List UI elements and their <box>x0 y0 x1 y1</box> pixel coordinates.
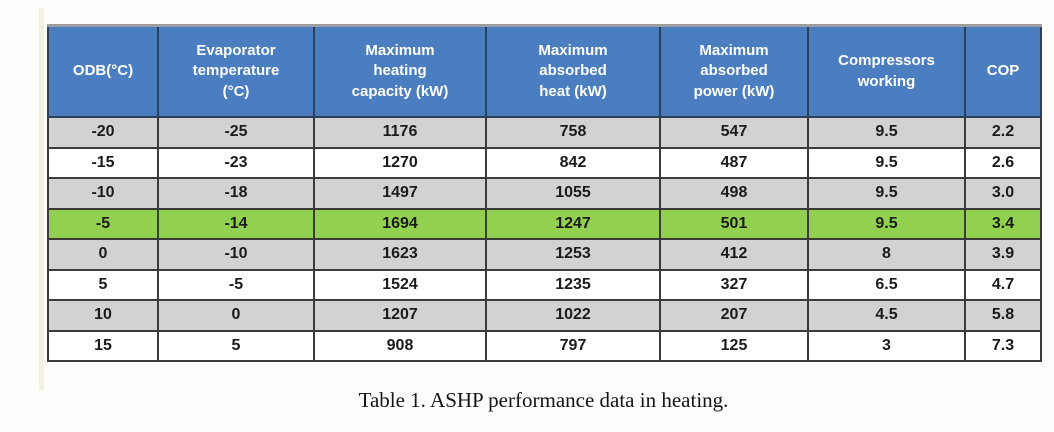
cell-compressors-working: 9.5 <box>807 116 966 149</box>
cell-odb: 15 <box>47 329 159 362</box>
cell-compressors-working: 4.5 <box>807 299 966 332</box>
cell-max-absorbed-heat: 1022 <box>485 299 661 332</box>
table-row: 10 0 1207 1022 207 4.5 5.8 <box>47 299 1042 332</box>
cell-max-absorbed-power: 501 <box>659 207 809 240</box>
cell-max-absorbed-heat: 1247 <box>485 207 661 240</box>
cell-max-heating-capacity: 1207 <box>313 299 487 332</box>
column-header-compressors-working: Compressors working <box>807 24 966 118</box>
column-header-max-heating-capacity: Maximum heating capacity (kW) <box>313 24 487 118</box>
cell-max-absorbed-power: 207 <box>659 299 809 332</box>
ashp-performance-table: ODB(°C) Evaporator temperature (°C) Maximu… <box>47 24 1042 362</box>
table-row-highlighted: -5 -14 1694 1247 501 9.5 3.4 <box>47 207 1042 240</box>
cell-max-heating-capacity: 1176 <box>313 116 487 149</box>
cell-max-absorbed-heat: 1253 <box>485 238 661 271</box>
table-header: ODB(°C) Evaporator temperature (°C) Maximu… <box>47 24 1042 118</box>
cell-cop: 3.4 <box>964 207 1042 240</box>
cell-odb: 0 <box>47 238 159 271</box>
cell-max-absorbed-power: 547 <box>659 116 809 149</box>
cell-evaporator-temperature: -23 <box>157 146 315 179</box>
table-row: 15 5 908 797 125 3 7.3 <box>47 329 1042 362</box>
cell-cop: 4.7 <box>964 268 1042 301</box>
cell-cop: 2.6 <box>964 146 1042 179</box>
cell-cop: 5.8 <box>964 299 1042 332</box>
cell-evaporator-temperature: -18 <box>157 177 315 210</box>
table-row: -10 -18 1497 1055 498 9.5 3.0 <box>47 177 1042 210</box>
table-row: -15 -23 1270 842 487 9.5 2.6 <box>47 146 1042 179</box>
cell-odb: -5 <box>47 207 159 240</box>
cell-odb: -20 <box>47 116 159 149</box>
cell-max-heating-capacity: 1623 <box>313 238 487 271</box>
cell-max-heating-capacity: 1524 <box>313 268 487 301</box>
cell-compressors-working: 9.5 <box>807 207 966 240</box>
cell-odb: -15 <box>47 146 159 179</box>
cell-odb: 10 <box>47 299 159 332</box>
cell-max-heating-capacity: 1270 <box>313 146 487 179</box>
table-caption: Table 1. ASHP performance data in heatin… <box>358 388 729 412</box>
column-header-max-absorbed-power: Maximum absorbed power (kW) <box>659 24 809 118</box>
cell-max-absorbed-heat: 797 <box>485 329 661 362</box>
cell-evaporator-temperature: 0 <box>157 299 315 332</box>
cell-compressors-working: 8 <box>807 238 966 271</box>
cell-evaporator-temperature: -5 <box>157 268 315 301</box>
cell-max-absorbed-power: 498 <box>659 177 809 210</box>
cell-max-absorbed-heat: 1235 <box>485 268 661 301</box>
cell-cop: 2.2 <box>964 116 1042 149</box>
cell-compressors-working: 9.5 <box>807 146 966 179</box>
cell-odb: -10 <box>47 177 159 210</box>
column-header-odb: ODB(°C) <box>47 24 159 118</box>
cell-max-absorbed-power: 125 <box>659 329 809 362</box>
column-header-max-absorbed-heat: Maximum absorbed heat (kW) <box>485 24 661 118</box>
cell-compressors-working: 9.5 <box>807 177 966 210</box>
header-row: ODB(°C) Evaporator temperature (°C) Maximu… <box>47 24 1042 118</box>
cell-max-absorbed-power: 487 <box>659 146 809 179</box>
cell-max-absorbed-heat: 1055 <box>485 177 661 210</box>
page-edge-artifact <box>39 8 44 390</box>
table-row: 5 -5 1524 1235 327 6.5 4.7 <box>47 268 1042 301</box>
cell-max-heating-capacity: 1497 <box>313 177 487 210</box>
cell-max-absorbed-heat: 758 <box>485 116 661 149</box>
cell-max-heating-capacity: 908 <box>313 329 487 362</box>
table-row: -20 -25 1176 758 547 9.5 2.2 <box>47 116 1042 149</box>
column-header-evaporator-temperature: Evaporator temperature (°C) <box>157 24 315 118</box>
column-header-cop: COP <box>964 24 1042 118</box>
cell-max-absorbed-power: 412 <box>659 238 809 271</box>
table-row: 0 -10 1623 1253 412 8 3.9 <box>47 238 1042 271</box>
cell-cop: 3.0 <box>964 177 1042 210</box>
cell-odb: 5 <box>47 268 159 301</box>
cell-compressors-working: 6.5 <box>807 268 966 301</box>
cell-max-absorbed-power: 327 <box>659 268 809 301</box>
cell-cop: 7.3 <box>964 329 1042 362</box>
table-body: -20 -25 1176 758 547 9.5 2.2 -15 -23 1270 842 487 9.… <box>47 116 1042 362</box>
cell-evaporator-temperature: -10 <box>157 238 315 271</box>
cell-evaporator-temperature: -25 <box>157 116 315 149</box>
cell-max-absorbed-heat: 842 <box>485 146 661 179</box>
cell-max-heating-capacity: 1694 <box>313 207 487 240</box>
cell-evaporator-temperature: 5 <box>157 329 315 362</box>
cell-compressors-working: 3 <box>807 329 966 362</box>
cell-cop: 3.9 <box>964 238 1042 271</box>
cell-evaporator-temperature: -14 <box>157 207 315 240</box>
